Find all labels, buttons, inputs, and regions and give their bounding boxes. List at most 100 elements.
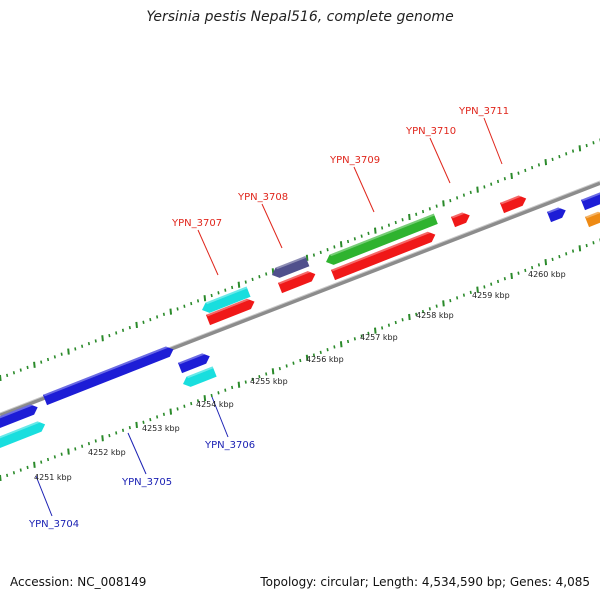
upper-tick [544, 159, 548, 166]
cyan-feature [183, 366, 217, 387]
blue-feature [42, 346, 174, 406]
lower-tick [387, 323, 391, 327]
upper-tick [394, 220, 397, 225]
upper-tick [26, 365, 29, 370]
blue-feature [580, 191, 600, 211]
callout-line [261, 203, 283, 249]
cyan-feature-highlight [0, 421, 41, 447]
upper-tick [135, 321, 138, 329]
lower-tick [558, 254, 561, 259]
upper-tick [305, 254, 309, 261]
upper-tick [381, 226, 384, 230]
lower-tick [312, 353, 316, 357]
gene-label: YPN_3707 [171, 218, 222, 229]
lower-tick [67, 448, 70, 455]
upper-tick [442, 200, 445, 207]
upper-tick [367, 231, 370, 236]
red-feature-body [450, 212, 470, 228]
lower-tick [503, 277, 506, 281]
upper-tick [339, 241, 343, 248]
purple-feature-highlight [275, 255, 307, 270]
lower-tick [87, 441, 91, 446]
upper-tick [142, 320, 145, 324]
ruler-labels: 4251 kbp 4252 kbp 4253 kbp 4254 kbp 4255 kbp… [34, 270, 566, 482]
blue-feature-highlight [43, 346, 169, 397]
upper-tick [456, 196, 459, 200]
callout-line [127, 432, 147, 475]
lower-tick [524, 268, 527, 273]
upper-tick [585, 143, 588, 148]
upper-tick [46, 357, 50, 362]
lower-tick [456, 296, 459, 300]
callout-line [483, 117, 503, 165]
lower-tick [490, 282, 493, 286]
lower-tick [53, 455, 56, 459]
upper-tick [565, 152, 568, 156]
callout-line [197, 229, 219, 276]
lower-tick [128, 425, 131, 430]
upper-tick [483, 185, 486, 189]
cyan-feature-body [202, 286, 251, 313]
lower-tick [40, 460, 43, 464]
upper-tick [435, 204, 438, 208]
lower-tick [26, 465, 29, 470]
lower-tick [496, 279, 500, 284]
gene-label: YPN_3710 [405, 126, 456, 137]
red-feature-highlight [206, 298, 250, 317]
lower-tick [135, 421, 138, 429]
red-feature [450, 212, 470, 228]
lower-tick [217, 391, 220, 395]
upper-tick [87, 341, 91, 346]
lower-tick [115, 431, 118, 435]
upper-tick [121, 328, 125, 332]
upper-tick [217, 291, 220, 295]
upper-tick [224, 288, 227, 292]
upper-tick [558, 154, 561, 159]
gene-label: YPN_3709 [329, 155, 380, 166]
lower-tick [531, 265, 534, 270]
purple-feature [272, 255, 310, 278]
upper-tick [326, 248, 329, 252]
gene-label: YPN_3706 [204, 440, 255, 451]
red-feature-highlight [500, 195, 522, 205]
blue-feature-highlight [547, 207, 561, 214]
lower-tick-track [0, 238, 600, 482]
red-feature-body [499, 195, 527, 214]
lower-tick [231, 385, 234, 390]
callout-line [429, 137, 451, 184]
upper-tick [265, 272, 268, 276]
blue-feature [0, 404, 38, 436]
upper-tick [0, 374, 2, 382]
orange-feature-highlight [585, 211, 600, 219]
upper-tick [231, 285, 234, 290]
lower-tick [169, 408, 173, 415]
upper-tick [203, 295, 207, 302]
upper-tick [74, 347, 77, 351]
gene-label: YPN_3711 [458, 106, 509, 117]
upper-tick [524, 168, 527, 173]
upper-tick [196, 299, 200, 303]
cyan-feature-highlight [205, 286, 248, 305]
callout-line [35, 475, 53, 517]
green-feature-body [326, 213, 438, 265]
red-feature-body [205, 298, 255, 326]
lower-tick [415, 312, 418, 316]
callout-line [353, 166, 375, 213]
ruler-label: 4258 kbp [416, 311, 454, 320]
lower-tick [271, 368, 275, 375]
lower-tick [121, 428, 125, 432]
upper-tick [190, 301, 193, 306]
ruler-label: 4257 kbp [360, 333, 398, 342]
lower-tick [401, 318, 404, 322]
red-feature-highlight [451, 212, 465, 219]
upper-tick [67, 348, 70, 355]
ruler-label: 4260 kbp [528, 270, 566, 279]
map-title: Yersinia pestis Nepal516, complete genom… [146, 9, 454, 25]
cyan-feature-body [183, 366, 217, 387]
blue-feature-body [42, 346, 174, 406]
blue-feature [546, 207, 566, 223]
lower-tick [462, 293, 466, 297]
red-feature [499, 195, 527, 214]
lower-tick [265, 372, 268, 376]
orange-feature-body [584, 211, 600, 228]
